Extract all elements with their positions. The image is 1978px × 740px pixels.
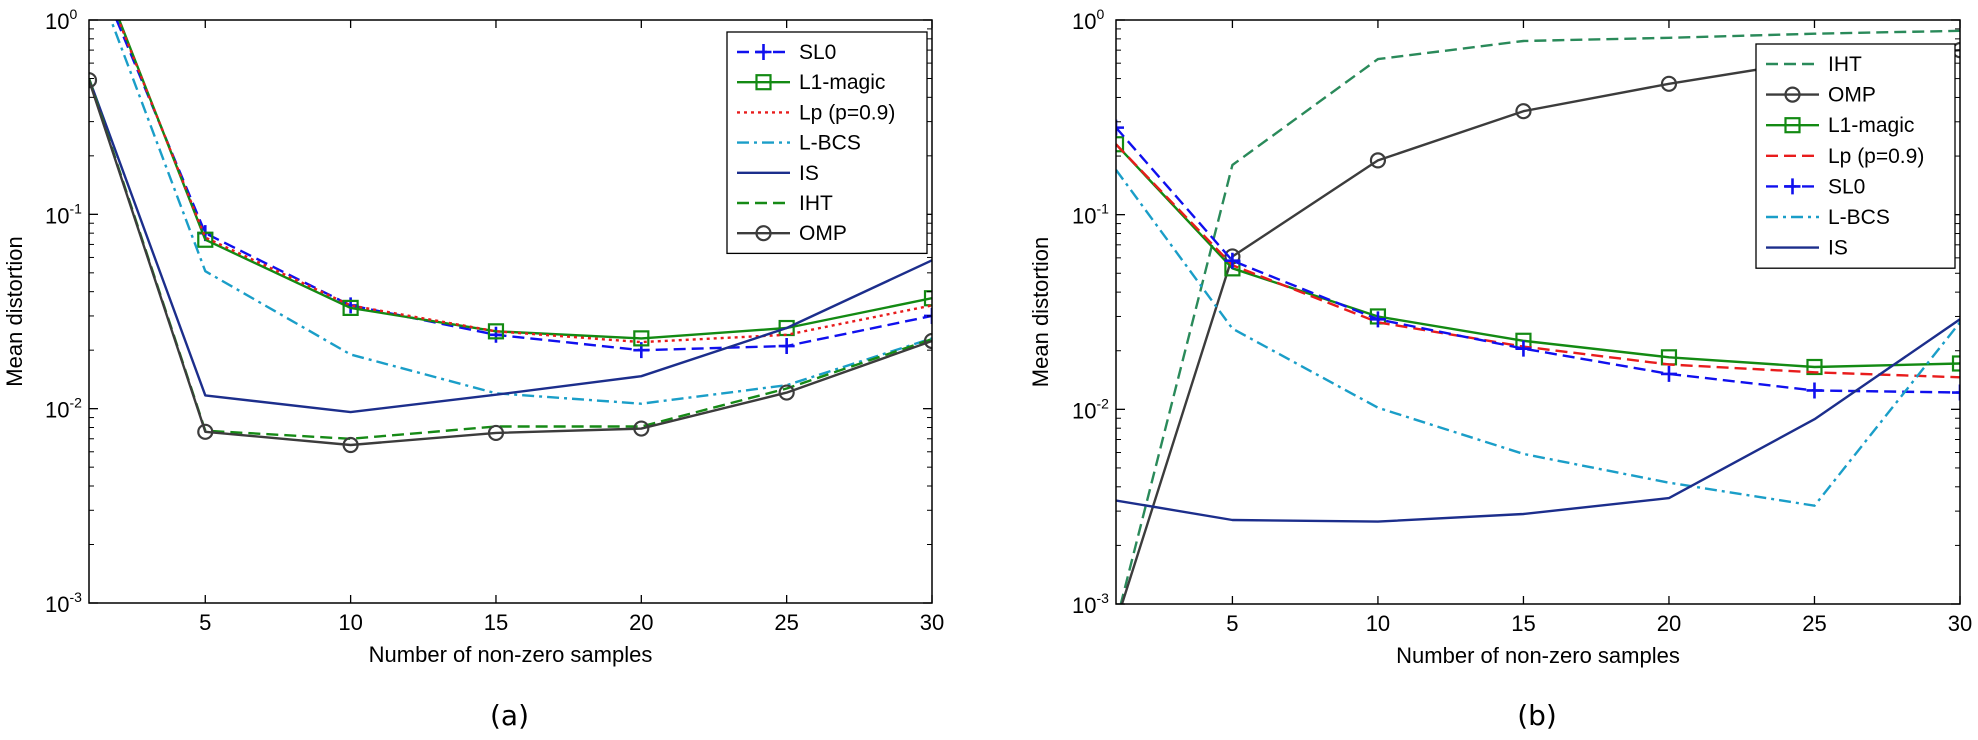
data-point bbox=[1951, 355, 1960, 372]
data-point bbox=[342, 436, 359, 454]
data-point bbox=[1369, 311, 1386, 328]
data-point bbox=[1116, 119, 1124, 136]
series-line-iht bbox=[1119, 29, 1960, 604]
data-point bbox=[1515, 340, 1532, 357]
series-group bbox=[89, 20, 932, 454]
series-line-is bbox=[1116, 318, 1960, 523]
legend-label: Lp (p=0.9) bbox=[1828, 145, 1924, 168]
axes-frame bbox=[1115, 19, 1961, 605]
y-tick-label: 100 bbox=[45, 6, 77, 34]
data-point bbox=[1116, 136, 1125, 153]
x-tick-label: 10 bbox=[1366, 611, 1390, 636]
data-point bbox=[924, 307, 932, 324]
legend-marker bbox=[1784, 178, 1801, 195]
data-point bbox=[487, 326, 504, 343]
legend: SL0 L1-magic Lp (p=0.9) L-BCS IS IHT OMP bbox=[726, 31, 928, 255]
legend-label: L1-magic bbox=[799, 71, 885, 94]
legend-marker bbox=[755, 74, 772, 91]
y-axis-label: Mean distortion bbox=[1028, 237, 1053, 387]
data-point bbox=[1224, 252, 1241, 269]
figure-caption: (b) bbox=[1517, 699, 1557, 732]
data-point bbox=[1806, 382, 1823, 399]
legend-box bbox=[726, 31, 928, 255]
data-point bbox=[923, 332, 932, 350]
x-tick-label: 25 bbox=[774, 610, 798, 635]
legend-label: L-BCS bbox=[799, 132, 861, 155]
legend-label: OMP bbox=[799, 222, 847, 245]
data-point bbox=[633, 420, 650, 437]
data-point bbox=[487, 323, 505, 340]
series-group bbox=[1109, 29, 1960, 630]
axes-frame bbox=[88, 19, 933, 604]
legend-label: IS bbox=[1828, 237, 1848, 260]
x-tick-label: 25 bbox=[1802, 611, 1826, 636]
x-tick-label: 20 bbox=[629, 610, 653, 635]
x-axis-label: Number of non-zero samples bbox=[1396, 643, 1680, 668]
y-tick-label: 100 bbox=[1072, 6, 1104, 34]
figure-caption: (a) bbox=[490, 699, 529, 732]
legend-marker bbox=[755, 44, 772, 60]
legend: IHT OMP L1-magic Lp (p=0.9) SL0 L-BCS IS bbox=[1755, 43, 1956, 269]
y-tick-label: 10-1 bbox=[45, 200, 82, 228]
data-point bbox=[923, 290, 932, 307]
data-point bbox=[1806, 358, 1823, 376]
x-axis-label: Number of non-zero samples bbox=[369, 642, 653, 667]
y-tick-label: 10-3 bbox=[1072, 590, 1109, 618]
x-tick-label: 15 bbox=[1511, 611, 1535, 636]
data-point bbox=[487, 424, 505, 442]
legend-marker bbox=[1784, 117, 1801, 134]
data-point bbox=[778, 338, 795, 355]
legend-label: L1-magic bbox=[1828, 114, 1914, 137]
series-line-l-bcs bbox=[1116, 169, 1960, 507]
y-tick-label: 10-3 bbox=[45, 589, 82, 617]
legend-label: SL0 bbox=[799, 41, 836, 64]
data-point bbox=[197, 231, 214, 248]
x-tick-label: 30 bbox=[1948, 611, 1972, 636]
data-point bbox=[1660, 365, 1677, 382]
legend-marker bbox=[1784, 86, 1801, 103]
legend-label: L-BCS bbox=[1828, 206, 1890, 229]
data-point bbox=[1109, 616, 1123, 630]
data-point bbox=[1952, 384, 1960, 401]
legend-label: SL0 bbox=[1828, 175, 1865, 198]
data-point bbox=[197, 423, 214, 440]
y-tick-label: 10-2 bbox=[45, 395, 82, 423]
data-point bbox=[1515, 103, 1532, 120]
x-tick-label: 5 bbox=[199, 610, 211, 635]
legend-marker bbox=[755, 225, 772, 242]
x-tick-label: 15 bbox=[484, 610, 508, 635]
x-tick-label: 10 bbox=[338, 610, 362, 635]
legend-label: IHT bbox=[799, 192, 833, 215]
legend-label: Lp (p=0.9) bbox=[799, 101, 895, 124]
y-tick-label: 10-1 bbox=[1072, 201, 1109, 229]
y-tick-label: 10-2 bbox=[1072, 395, 1109, 423]
data-point bbox=[1369, 152, 1387, 169]
chart-a: 5 10 15 20 25 30 10-3 10-2 10-1 100 Number of non-… bbox=[2, 6, 944, 732]
legend-label: OMP bbox=[1828, 84, 1876, 107]
data-point bbox=[778, 319, 795, 337]
data-point bbox=[778, 384, 795, 401]
x-tick-label: 30 bbox=[920, 610, 944, 635]
x-tick-label: 20 bbox=[1657, 611, 1681, 636]
series-line-is bbox=[89, 78, 932, 414]
data-point bbox=[89, 72, 98, 89]
data-point bbox=[342, 299, 359, 317]
y-axis-label: Mean distortion bbox=[2, 236, 27, 386]
x-tick-label: 5 bbox=[1226, 611, 1238, 636]
legend-label: IHT bbox=[1828, 53, 1862, 76]
series-line-l-bcs bbox=[109, 20, 932, 405]
data-point bbox=[1660, 75, 1678, 92]
series-line-omp bbox=[89, 79, 932, 447]
legend-label: IS bbox=[799, 162, 819, 185]
data-point bbox=[633, 330, 650, 347]
chart-b: 5 10 15 20 25 30 10-3 10-2 10-1 100 Number of non-… bbox=[1028, 6, 1972, 732]
